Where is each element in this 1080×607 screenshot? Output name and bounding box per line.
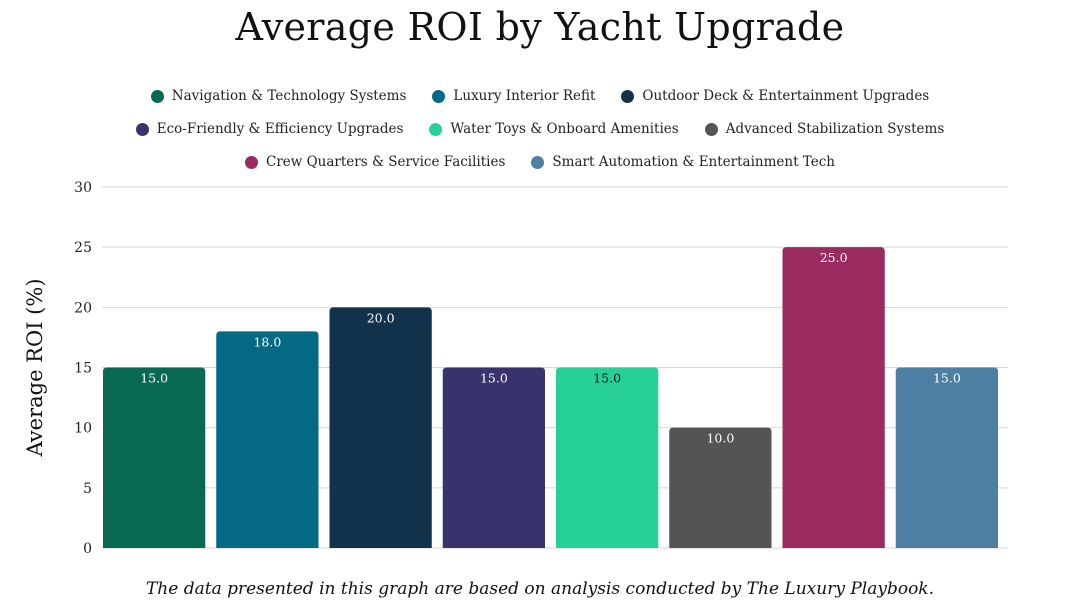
legend-item-eco-friendly[interactable]: Eco-Friendly & Efficiency Upgrades <box>135 120 404 138</box>
legend-label-outdoor-deck: Outdoor Deck & Entertainment Upgrades <box>642 88 930 104</box>
y-tick-label-10: 10 <box>74 421 92 437</box>
legend-item-smart-automation[interactable]: Smart Automation & Entertainment Tech <box>531 153 835 171</box>
legend-item-water-toys[interactable]: Water Toys & Onboard Amenities <box>429 120 679 138</box>
bar-value-label-3: 15.0 <box>480 371 508 386</box>
legend-item-navigation[interactable]: Navigation & Technology Systems <box>150 87 407 105</box>
legend-label-eco-friendly: Eco-Friendly & Efficiency Upgrades <box>156 121 404 137</box>
legend-label-interior: Luxury Interior Refit <box>453 88 596 104</box>
legend-marker-smart-automation <box>531 155 545 169</box>
legend-label-stabilization: Advanced Stabilization Systems <box>725 121 945 137</box>
bar-value-label-6: 25.0 <box>820 250 848 265</box>
legend-marker-navigation <box>150 89 164 103</box>
legend-marker-interior <box>432 89 446 103</box>
legend-row-2: Eco-Friendly & Efficiency Upgrades Water… <box>0 120 1080 138</box>
bar-value-label-2: 20.0 <box>367 310 395 325</box>
bar-value-label-5: 10.0 <box>706 431 734 446</box>
legend-label-smart-automation: Smart Automation & Entertainment Tech <box>552 154 836 170</box>
y-tick-label-20: 20 <box>74 300 92 316</box>
legend-marker-eco-friendly <box>135 122 149 136</box>
legend-marker-crew-quarters <box>244 155 258 169</box>
y-tick-label-30: 30 <box>74 180 92 196</box>
bar-value-label-0: 15.0 <box>140 371 168 386</box>
bar-0 <box>103 367 206 548</box>
bar-7 <box>895 367 998 548</box>
legend-item-interior[interactable]: Luxury Interior Refit <box>432 87 595 105</box>
bar-value-label-7: 15.0 <box>933 371 961 386</box>
legend-row-1: Navigation & Technology Systems Luxury I… <box>0 87 1080 105</box>
y-axis-label: Average ROI (%) <box>23 278 47 457</box>
legend-marker-water-toys <box>429 122 443 136</box>
legend-item-stabilization[interactable]: Advanced Stabilization Systems <box>704 120 945 138</box>
bar-3 <box>442 367 545 548</box>
bar-6 <box>782 247 885 548</box>
legend-label-navigation: Navigation & Technology Systems <box>171 88 407 104</box>
legend-item-outdoor-deck[interactable]: Outdoor Deck & Entertainment Upgrades <box>621 87 929 105</box>
legend-marker-stabilization <box>704 122 718 136</box>
legend-row-3: Crew Quarters & Service Facilities Smart… <box>0 153 1080 171</box>
chart-title: Average ROI by Yacht Upgrade <box>235 5 845 49</box>
legend-item-crew-quarters[interactable]: Crew Quarters & Service Facilities <box>244 153 506 171</box>
source-caption: The data presented in this graph are bas… <box>145 579 935 599</box>
bar-value-label-4: 15.0 <box>593 371 621 386</box>
bar-4 <box>556 367 659 548</box>
y-tick-label-5: 5 <box>83 481 92 497</box>
y-tick-label-15: 15 <box>74 361 92 377</box>
bar-2 <box>329 307 432 548</box>
y-tick-label-0: 0 <box>83 541 92 557</box>
legend-label-water-toys: Water Toys & Onboard Amenities <box>450 121 679 137</box>
legend-label-crew-quarters: Crew Quarters & Service Facilities <box>265 154 506 170</box>
bar-5 <box>669 427 772 548</box>
legend-marker-outdoor-deck <box>621 89 635 103</box>
bar-value-label-1: 18.0 <box>253 334 281 349</box>
y-tick-label-25: 25 <box>74 240 92 256</box>
bar-1 <box>216 331 319 548</box>
